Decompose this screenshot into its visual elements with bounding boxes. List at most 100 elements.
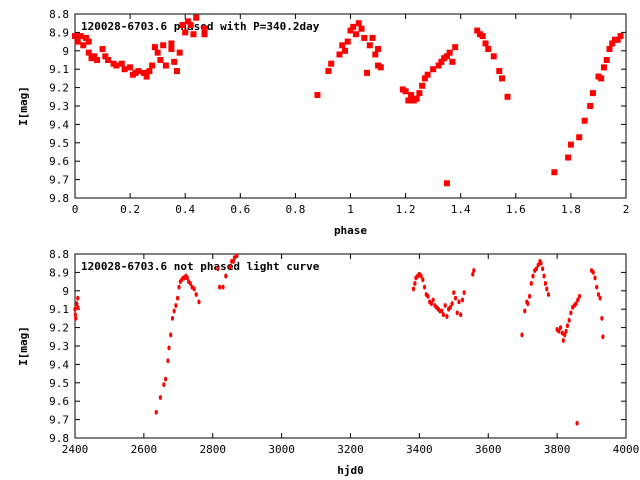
unphased-plot-frame [74, 253, 627, 439]
data-point [172, 308, 176, 314]
data-point [565, 154, 572, 161]
data-point [557, 328, 561, 334]
data-point [162, 62, 169, 69]
data-point [431, 297, 435, 303]
data-point [551, 169, 558, 176]
y-axis-label: I[mag] [17, 326, 30, 366]
data-point [85, 38, 92, 45]
data-point [598, 75, 605, 82]
data-point [541, 266, 545, 272]
y-tick-label: 9.1 [49, 63, 69, 76]
data-point [402, 88, 409, 95]
data-point [77, 33, 84, 40]
data-point [231, 258, 236, 264]
data-point [218, 284, 222, 290]
data-point [448, 304, 452, 310]
data-point [569, 310, 573, 316]
data-point [443, 180, 450, 187]
data-point [581, 117, 588, 124]
data-point [344, 38, 351, 45]
data-point [314, 91, 321, 98]
data-point [224, 273, 228, 279]
data-point [176, 295, 180, 301]
data-point [85, 49, 92, 56]
data-point [591, 270, 595, 275]
data-point [99, 45, 106, 52]
data-point [194, 292, 198, 297]
data-point [536, 262, 540, 268]
y-tick-label: 9.2 [49, 82, 69, 95]
data-point [452, 44, 459, 51]
data-point [534, 266, 539, 272]
data-point [146, 68, 153, 75]
data-point [546, 292, 551, 297]
data-point [438, 58, 445, 65]
data-point [598, 295, 602, 301]
data-point [102, 53, 109, 60]
data-point [474, 27, 481, 34]
data-point [372, 51, 379, 58]
data-point [527, 293, 532, 299]
data-point [176, 49, 183, 56]
y-tick-label: 9.8 [49, 432, 69, 445]
data-point [336, 51, 343, 58]
data-point [72, 33, 78, 40]
data-point [169, 332, 173, 338]
y-tick-label: 8.8 [49, 8, 69, 21]
data-point [440, 308, 444, 314]
data-point [472, 268, 476, 273]
data-point [94, 57, 101, 63]
data-point [574, 301, 578, 307]
x-tick-label: 3800 [544, 443, 571, 456]
data-point [177, 284, 181, 290]
data-point [575, 420, 579, 426]
data-point [526, 301, 530, 307]
data-point [216, 266, 220, 272]
x-tick-label: 2400 [62, 443, 89, 456]
y-tick-label: 9.7 [49, 174, 69, 187]
data-point [192, 286, 196, 292]
x-tick-label: 3600 [475, 443, 502, 456]
data-point [76, 295, 80, 301]
data-point [174, 303, 178, 308]
data-point [188, 281, 192, 286]
data-point [563, 332, 567, 338]
x-tick-label: 2 [623, 203, 630, 216]
data-point [143, 73, 150, 80]
data-point [459, 312, 463, 318]
data-point [182, 29, 189, 36]
plot-title: 120028-6703.6 not phased light curve [81, 260, 320, 273]
data-point [76, 304, 80, 310]
data-point [565, 323, 570, 329]
data-point [162, 382, 166, 388]
data-point [184, 18, 191, 25]
data-point [375, 45, 382, 52]
data-point [443, 53, 450, 60]
data-point [609, 40, 616, 47]
data-point [617, 33, 624, 40]
data-point [341, 47, 348, 54]
data-point [421, 277, 425, 283]
data-point [408, 91, 415, 98]
data-point [485, 45, 492, 52]
y-tick-label: 9.1 [49, 303, 69, 316]
x-tick-label: 1.6 [506, 203, 526, 216]
data-point [158, 395, 163, 400]
x-axis-label: hjd0 [337, 464, 364, 477]
plot-title: 120028-6703.6 phased with P=340.2day [81, 20, 320, 33]
x-tick-label: 2600 [131, 443, 158, 456]
data-point [118, 60, 125, 67]
data-point [355, 20, 362, 27]
data-point [429, 301, 434, 307]
data-point [496, 68, 503, 75]
data-point [179, 22, 186, 29]
data-point [364, 69, 371, 76]
data-point [166, 358, 170, 364]
unphased-light-curve-plot: 2400 2600 2800 3000 3200 3400 3600 3800 4000 8.8 8… [17, 248, 639, 477]
data-point [151, 44, 158, 51]
data-point [452, 290, 456, 296]
data-point [441, 312, 446, 318]
data-point [154, 49, 161, 56]
y-tick-label: 9 [62, 285, 69, 298]
data-point [603, 57, 610, 63]
